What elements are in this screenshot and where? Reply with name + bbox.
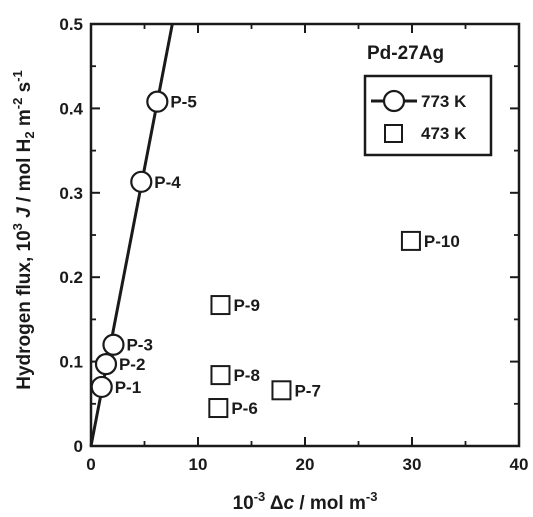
legend-square-marker [384, 124, 403, 143]
point-label: P-9 [233, 296, 259, 315]
y-tick-label: 0.5 [59, 15, 83, 34]
y-tick-label: 0.3 [59, 184, 83, 203]
point-label: P-3 [126, 336, 152, 355]
point-label: P-6 [231, 399, 257, 418]
data-point-circle [146, 90, 169, 113]
x-tick-label: 0 [86, 455, 95, 474]
data-point-circle [90, 375, 113, 399]
y-tick-label: 0 [74, 437, 83, 456]
legend: 773 K 473 K [363, 74, 493, 157]
data-point-square [210, 365, 231, 386]
x-tick-label: 20 [296, 455, 315, 474]
legend-circle-marker [382, 89, 406, 113]
x-tick-label: 30 [403, 455, 422, 474]
legend-box [363, 74, 493, 157]
legend-label-473: 473 K [421, 124, 467, 143]
y-tick-label: 0.2 [59, 268, 83, 287]
data-point-square [271, 380, 292, 401]
data-point-square [400, 230, 421, 251]
y-tick-label: 0.4 [59, 99, 83, 118]
legend-label-773: 773 K [421, 92, 467, 111]
data-point-square [208, 398, 229, 419]
data-point-circle [94, 353, 118, 376]
point-label: P-7 [294, 381, 320, 400]
chart-title: Pd-27Ag [367, 43, 444, 64]
point-labels-layer: P-1 P-2P-3 P-4 P-5 P-6 P-7 P-8 P-9 P-10 [115, 93, 460, 418]
point-label: P-4 [154, 173, 181, 192]
data-point-square [210, 295, 231, 316]
x-tick-label: 10 [189, 455, 208, 474]
data-points-layer [90, 90, 421, 419]
y-tick-label: 0.1 [59, 353, 83, 372]
point-label: P-5 [170, 93, 196, 112]
data-point-circle [102, 333, 125, 356]
point-label: P-1 [115, 378, 141, 397]
point-label: P-8 [233, 366, 259, 385]
axis-ticks: 0 10 20 30 40 0 0.1 0.2 0.3 0.4 0.5 [59, 15, 528, 474]
point-label: P-2 [119, 355, 145, 374]
data-point-circle [130, 170, 153, 193]
x-axis-title: 10-3 Δc / mol m-3 [233, 489, 378, 514]
x-tick-label: 40 [510, 455, 529, 474]
y-axis-title: Hydrogen flux, 103 J / mol H2 m-2 s-1 [10, 70, 37, 390]
point-label: P-10 [424, 232, 460, 251]
